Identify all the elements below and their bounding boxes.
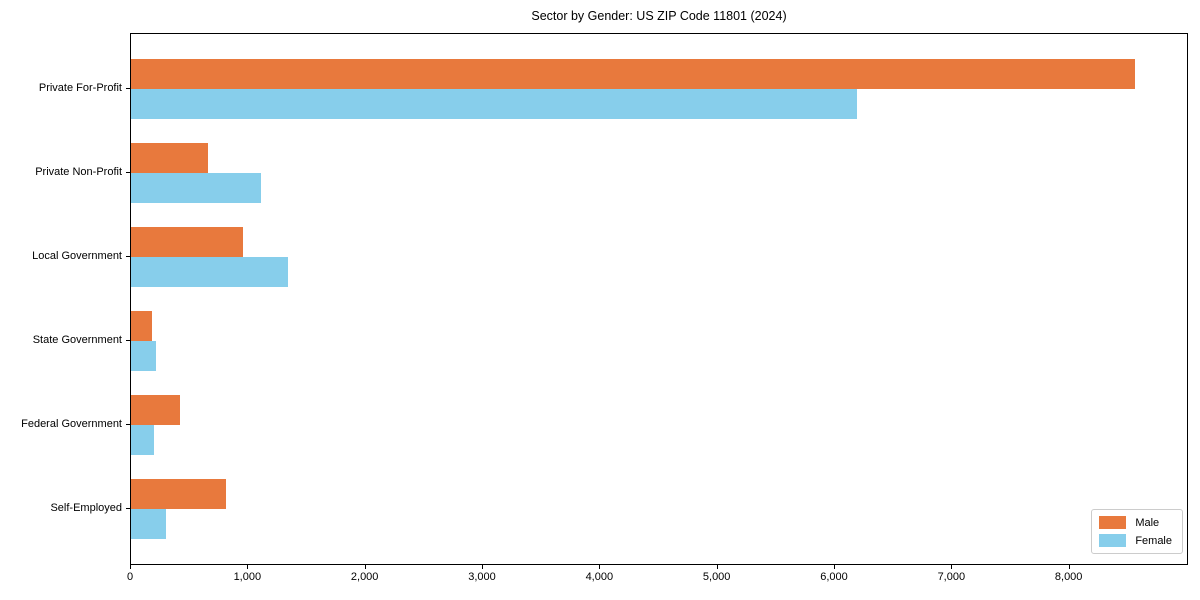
female-swatch-icon — [1099, 534, 1127, 547]
x-tick-mark — [247, 565, 249, 569]
x-tick-mark — [716, 565, 718, 569]
bar-male-federal-government — [131, 395, 180, 425]
bar-female-federal-government — [131, 425, 154, 455]
x-tick-label: 8,000 — [1054, 571, 1083, 583]
male-swatch-icon — [1099, 516, 1127, 529]
x-tick-label: 1,000 — [233, 571, 262, 583]
y-tick-mark — [126, 172, 130, 173]
x-tick-mark — [951, 565, 953, 569]
x-tick-mark — [834, 565, 835, 569]
y-tick-mark — [126, 340, 130, 341]
chart-title: Sector by Gender: US ZIP Code 11801 (202… — [531, 9, 787, 23]
x-tick-label: 0 — [126, 571, 134, 583]
x-tick-label: 3,000 — [468, 571, 496, 583]
legend-label-female: Female — [1135, 534, 1172, 547]
legend-item-female: Female — [1099, 534, 1172, 547]
x-tick-label: 2,000 — [350, 571, 379, 583]
legend: Male Female — [1091, 509, 1183, 554]
y-tick-mark — [126, 508, 130, 509]
x-tick-mark — [364, 565, 366, 569]
x-tick-label: 4,000 — [585, 571, 614, 583]
category-label: Private Non-Profit — [35, 166, 122, 178]
x-tick-label: 6,000 — [820, 571, 848, 583]
category-label: State Government — [32, 334, 122, 346]
x-tick-mark — [130, 565, 131, 569]
x-tick-label: 7,000 — [937, 571, 966, 583]
bar-female-local-government — [131, 257, 288, 287]
x-tick-mark — [482, 565, 483, 569]
legend-item-male: Male — [1099, 516, 1172, 529]
x-tick-mark — [1068, 565, 1070, 569]
x-tick-label: 5,000 — [702, 571, 731, 583]
bar-male-private-for-profit — [131, 59, 1135, 89]
bar-male-self-employed — [131, 479, 226, 509]
bar-female-state-government — [131, 341, 156, 371]
y-tick-mark — [126, 256, 130, 257]
category-label: Private For-Profit — [38, 82, 122, 94]
x-tick-mark — [599, 565, 601, 569]
y-tick-mark — [126, 424, 130, 425]
plot-area: Male Female — [130, 33, 1188, 565]
category-label: Local Government — [32, 250, 122, 262]
legend-label-male: Male — [1135, 516, 1160, 529]
bar-female-private-for-profit — [131, 89, 857, 119]
category-label: Self-Employed — [50, 502, 122, 514]
bar-male-private-non-profit — [131, 143, 208, 173]
bar-female-private-non-profit — [131, 173, 261, 203]
bar-male-local-government — [131, 227, 243, 257]
y-tick-mark — [126, 88, 130, 89]
bar-female-self-employed — [131, 509, 166, 539]
category-label: Federal Government — [21, 418, 122, 430]
bar-male-state-government — [131, 311, 152, 341]
